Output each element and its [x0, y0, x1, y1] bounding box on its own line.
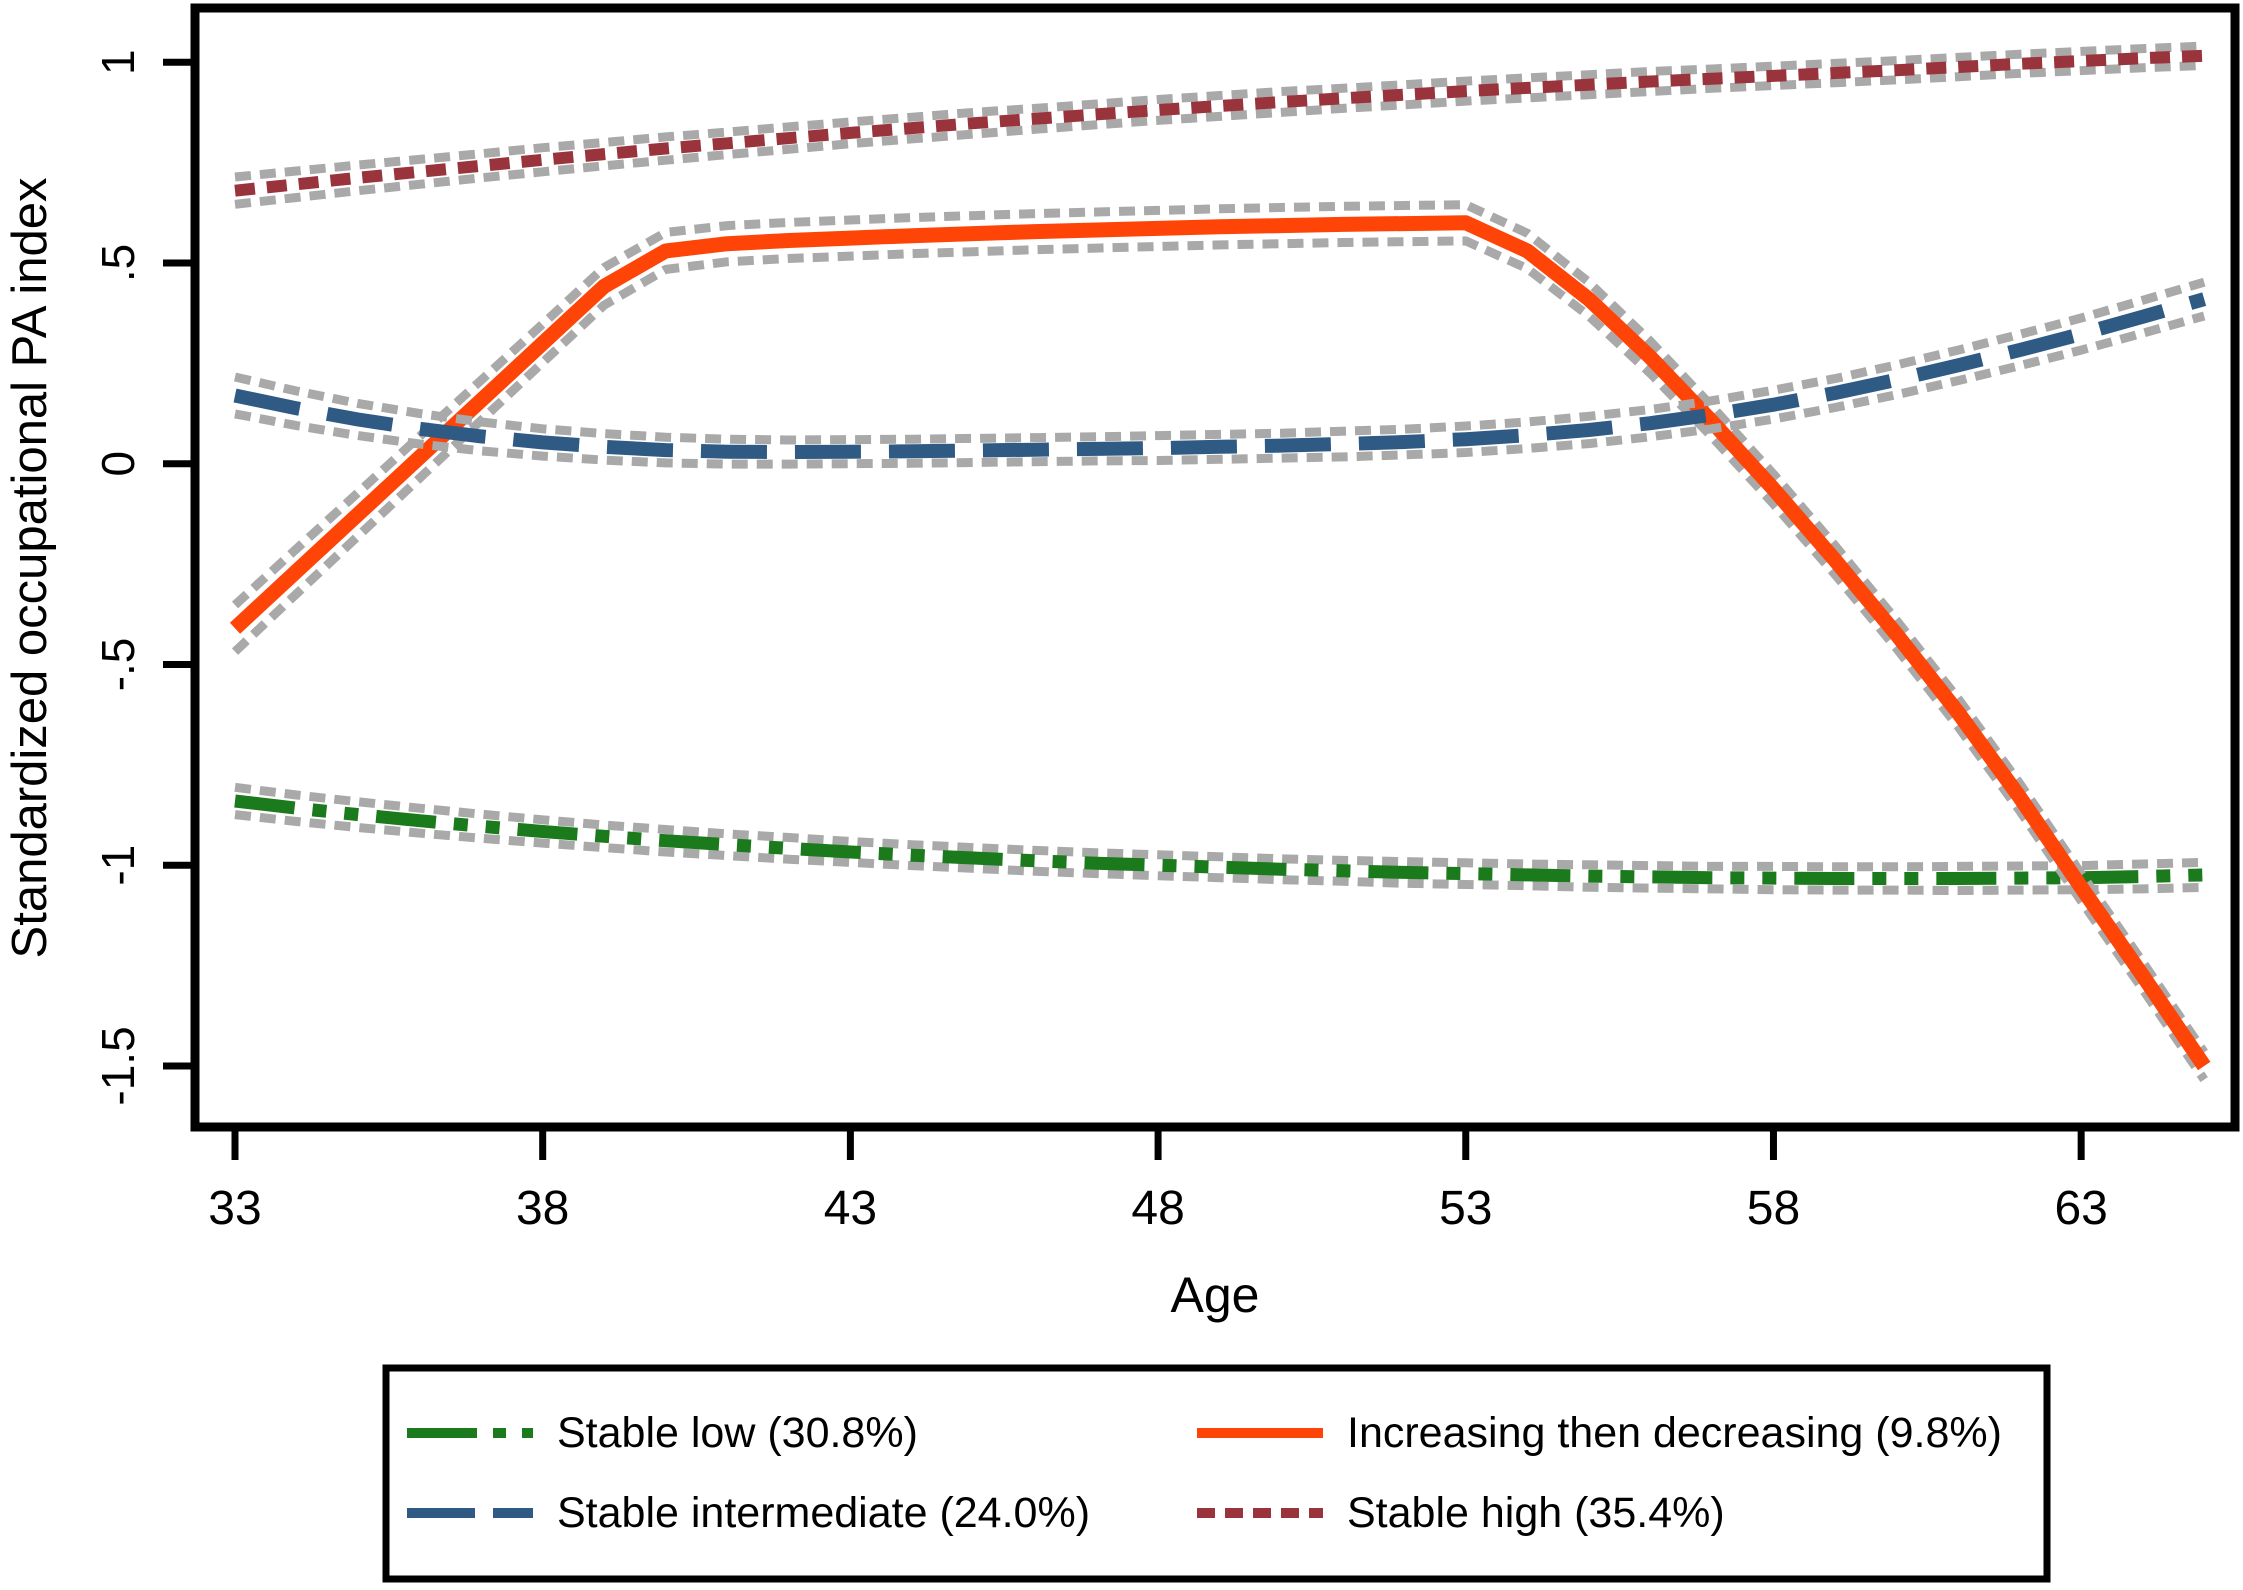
series-layer — [229, 41, 2211, 1083]
legend-label-stable-high: Stable high (35.4%) — [1347, 1489, 1725, 1537]
x-tick-label: 48 — [1131, 1182, 1184, 1235]
legend: Stable low (30.8%) Increasing then decre… — [382, 1364, 2051, 1583]
ci-line-stable_high-upper — [234, 41, 2205, 182]
y-tick-label: -.5 — [92, 638, 144, 692]
x-tick-label: 53 — [1439, 1182, 1492, 1235]
legend-label-stable-low: Stable low (30.8%) — [557, 1409, 918, 1457]
x-tick-label: 58 — [1747, 1182, 1800, 1235]
x-axis-title: Age — [1171, 1267, 1260, 1323]
ci-line-increasing_then_decreasing-upper — [231, 200, 2208, 1055]
ci-line-stable_low-lower — [234, 810, 2205, 895]
plot-area-border — [190, 3, 2240, 1132]
series-line-stable_high — [234, 49, 2205, 197]
y-tick-label: 1 — [92, 49, 144, 75]
ci-line-stable_intermediate-lower — [234, 311, 2206, 469]
series-line-increasing_then_decreasing — [229, 215, 2211, 1071]
y-axis-title: Standardized occupational PA index — [3, 178, 57, 959]
x-axis: 33 38 43 48 53 58 63 — [208, 1127, 2108, 1235]
legend-label-stable-intermediate: Stable intermediate (24.0%) — [557, 1489, 1090, 1537]
x-tick-label: 63 — [2054, 1182, 2107, 1235]
legend-box — [382, 1364, 2051, 1583]
y-tick-label: 0 — [92, 451, 144, 477]
y-axis: 1 .5 0 -.5 -1 -1.5 — [92, 49, 196, 1106]
y-tick-label: .5 — [92, 244, 144, 282]
series-line-stable_intermediate — [233, 292, 2207, 460]
ci-line-increasing_then_decreasing-lower — [231, 236, 2208, 1083]
x-tick-label: 43 — [824, 1182, 877, 1235]
legend-label-increasing-then-decreasing: Increasing then decreasing (9.8%) — [1347, 1409, 2002, 1457]
series-line-stable_low — [234, 794, 2205, 885]
x-tick-label: 33 — [208, 1182, 261, 1235]
ci-line-stable_low-upper — [234, 782, 2205, 872]
ci-line-stable_intermediate-upper — [234, 277, 2206, 445]
y-tick-label: -1.5 — [92, 1026, 144, 1105]
ci-line-stable_high-lower — [234, 60, 2205, 209]
x-tick-label: 38 — [516, 1182, 569, 1235]
y-tick-label: -1 — [92, 845, 144, 886]
